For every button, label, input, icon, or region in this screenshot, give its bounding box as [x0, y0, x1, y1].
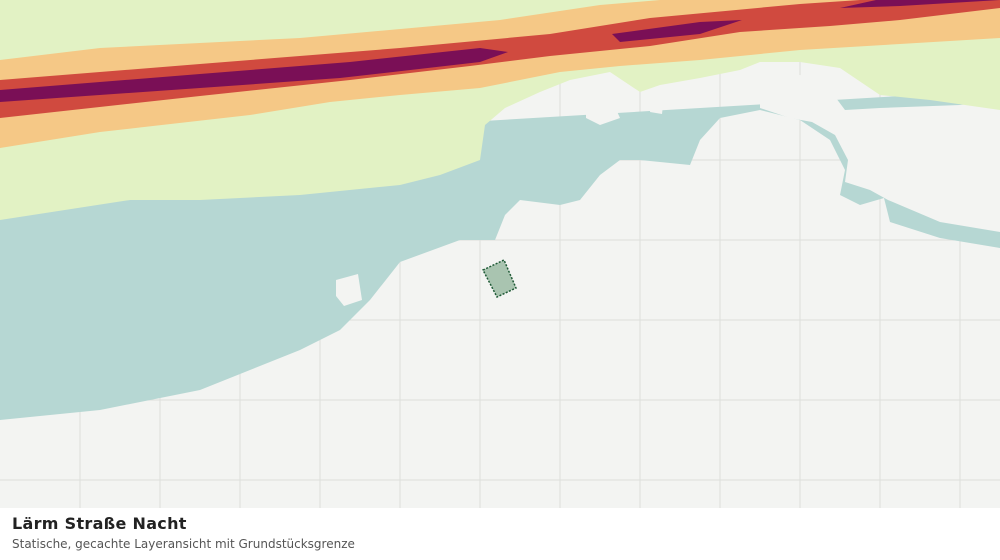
noise-zone-60 [0, 48, 508, 102]
land-area [760, 75, 1000, 232]
layer-subtitle: Statische, gecachte Layeransicht mit Gru… [12, 537, 355, 551]
land-area [650, 96, 664, 114]
parcel-boundary[interactable] [481, 258, 517, 298]
caption-bar: Lärm Straße Nacht Statische, gecachte La… [0, 508, 1000, 560]
land-area [586, 100, 620, 125]
noise-zone-60 [612, 20, 742, 42]
noise-zone-55 [0, 0, 1000, 118]
land-area [336, 274, 362, 306]
noise-zone-50 [0, 0, 1000, 148]
layer-title: Lärm Straße Nacht [12, 514, 187, 533]
noise-zone-60 [840, 0, 1000, 8]
map-view[interactable] [0, 0, 1000, 508]
